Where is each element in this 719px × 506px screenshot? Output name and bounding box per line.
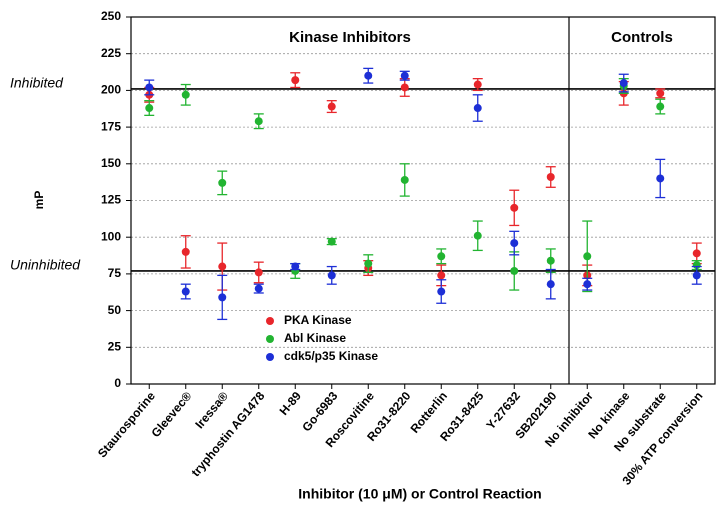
data-point bbox=[437, 287, 446, 296]
y-tick-label: 150 bbox=[101, 156, 121, 170]
legend-marker bbox=[266, 335, 274, 343]
data-point bbox=[510, 266, 519, 275]
data-point bbox=[692, 271, 701, 280]
data-point bbox=[400, 71, 409, 80]
y-tick-label: 200 bbox=[101, 83, 121, 97]
data-point bbox=[546, 256, 555, 265]
data-point bbox=[692, 249, 701, 258]
data-point bbox=[364, 71, 373, 80]
data-point bbox=[254, 117, 263, 126]
data-point bbox=[254, 284, 263, 293]
reference-label: Inhibited bbox=[10, 75, 64, 91]
x-tick-label: Iressa® bbox=[192, 389, 231, 431]
data-point bbox=[619, 79, 628, 88]
reference-label: Uninhibited bbox=[10, 257, 81, 273]
data-point bbox=[145, 83, 154, 92]
data-point bbox=[364, 259, 373, 268]
y-tick-label: 0 bbox=[114, 376, 121, 390]
legend-label: PKA Kinase bbox=[284, 313, 352, 327]
data-point bbox=[145, 104, 154, 113]
y-tick-label: 75 bbox=[108, 266, 122, 280]
section-label: Kinase Inhibitors bbox=[289, 29, 411, 46]
data-point bbox=[327, 237, 336, 246]
y-tick-label: 175 bbox=[101, 119, 121, 133]
y-tick-label: 25 bbox=[108, 339, 122, 353]
data-point bbox=[656, 89, 665, 98]
y-tick-label: 125 bbox=[101, 193, 121, 207]
data-point bbox=[473, 80, 482, 89]
data-point bbox=[656, 102, 665, 111]
data-point bbox=[218, 262, 227, 271]
data-point bbox=[400, 175, 409, 184]
plot-frame bbox=[130, 16, 716, 385]
data-point bbox=[291, 262, 300, 271]
legend-label: Abl Kinase bbox=[284, 331, 346, 345]
data-point bbox=[291, 76, 300, 85]
data-point bbox=[510, 203, 519, 212]
data-point bbox=[327, 102, 336, 111]
x-tick-label: tryphostin AG1478 bbox=[188, 389, 267, 480]
legend-marker bbox=[266, 317, 274, 325]
data-point bbox=[437, 252, 446, 261]
data-point bbox=[181, 287, 190, 296]
x-tick-label: H-89 bbox=[277, 389, 305, 418]
legend-marker bbox=[266, 353, 274, 361]
data-point bbox=[656, 174, 665, 183]
y-tick-label: 225 bbox=[101, 46, 121, 60]
data-point bbox=[546, 280, 555, 289]
data-point bbox=[327, 271, 336, 280]
data-point bbox=[400, 83, 409, 92]
data-point bbox=[254, 268, 263, 277]
data-point bbox=[510, 239, 519, 248]
y-tick-label: 100 bbox=[101, 229, 121, 243]
x-tick-label: Staurosporine bbox=[95, 389, 158, 461]
data-point bbox=[181, 247, 190, 256]
data-point bbox=[583, 252, 592, 261]
data-point bbox=[181, 90, 190, 99]
data-point bbox=[437, 271, 446, 280]
y-axis-label: mP bbox=[32, 191, 46, 210]
y-tick-label: 250 bbox=[101, 9, 121, 23]
legend-label: cdk5/p35 Kinase bbox=[284, 349, 378, 363]
data-point bbox=[583, 280, 592, 289]
section-label: Controls bbox=[611, 29, 673, 46]
data-point bbox=[218, 178, 227, 187]
x-axis-label: Inhibitor (10 μM) or Control Reaction bbox=[298, 486, 541, 502]
data-point bbox=[218, 293, 227, 302]
data-point bbox=[473, 104, 482, 113]
data-point bbox=[546, 173, 555, 182]
data-point bbox=[473, 231, 482, 240]
y-tick-label: 50 bbox=[108, 303, 122, 317]
